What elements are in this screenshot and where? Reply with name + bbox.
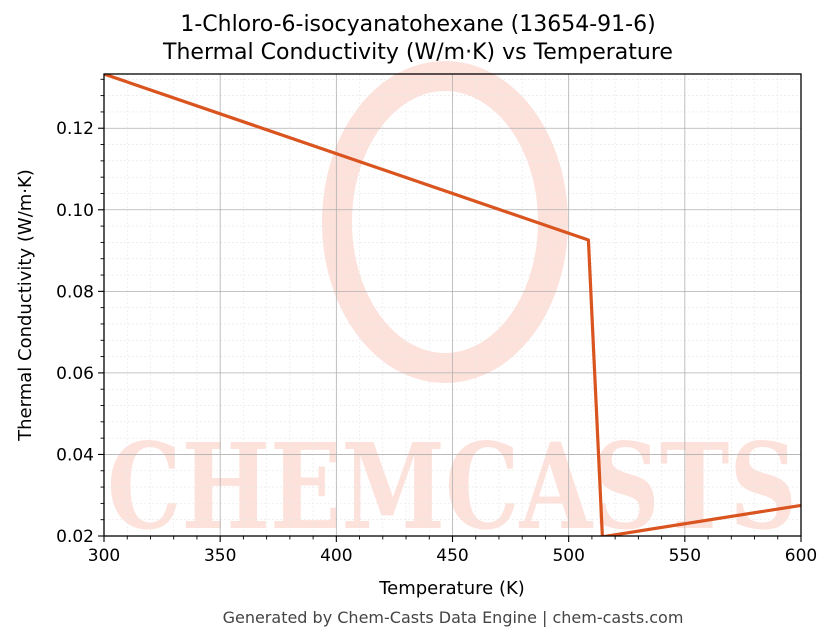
x-tick-label: 600 [785, 546, 817, 566]
x-tick-label: 400 [320, 546, 352, 566]
y-axis-label: Thermal Conductivity (W/m·K) [15, 169, 36, 442]
axis-ticks [98, 78, 802, 542]
y-tick-label: 0.04 [56, 445, 94, 465]
y-tick-label: 0.12 [56, 119, 94, 139]
series-line [104, 74, 801, 536]
y-tick-label: 0.08 [56, 282, 94, 302]
chemcasts-watermark: CHEMCASTS [107, 61, 797, 556]
series-group [104, 74, 801, 536]
x-axis-label: Temperature (K) [378, 578, 525, 599]
chart-subtitle: Thermal Conductivity (W/m·K) vs Temperat… [163, 40, 673, 65]
y-tick-label: 0.06 [56, 364, 94, 384]
x-tick-label: 350 [204, 546, 236, 566]
y-tick-labels: 0.02 0.04 0.06 0.08 0.10 0.12 [56, 119, 94, 547]
x-tick-label: 500 [552, 546, 584, 566]
x-tick-label: 450 [436, 546, 468, 566]
y-tick-label: 0.02 [56, 527, 94, 547]
x-tick-labels: 300 350 400 450 500 550 600 [88, 546, 817, 566]
x-tick-label: 550 [669, 546, 701, 566]
watermark-logo-ring [322, 61, 568, 383]
y-tick-label: 0.10 [56, 201, 94, 221]
footer-credit: Generated by Chem-Casts Data Engine | ch… [222, 608, 684, 627]
x-tick-label: 300 [88, 546, 120, 566]
watermark-text: CHEMCASTS [107, 417, 797, 556]
chart-title: 1-Chloro-6-isocyanatohexane (13654-91-6) [180, 12, 656, 37]
